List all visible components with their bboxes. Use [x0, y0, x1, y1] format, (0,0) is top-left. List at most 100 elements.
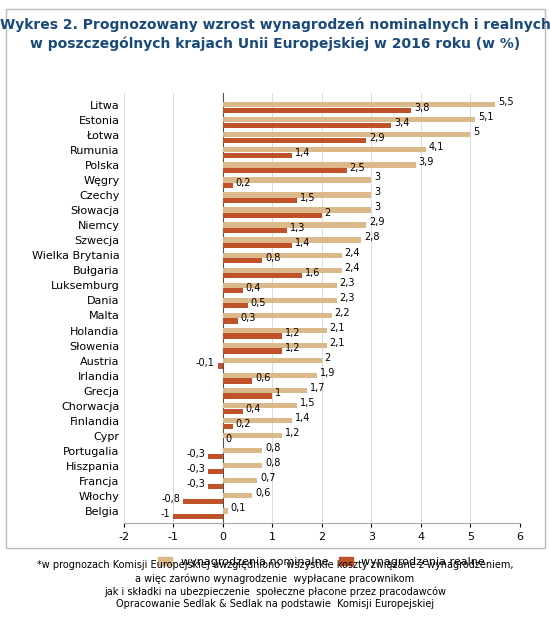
Text: *w prognozach Komisji Europejskiej uwzględniono  wszystkie koszty związane z wyn: *w prognozach Komisji Europejskiej uwzgl…	[37, 560, 513, 570]
Bar	[223, 253, 342, 258]
Bar	[223, 478, 257, 483]
Text: 0,3: 0,3	[240, 313, 256, 323]
Text: 1,2: 1,2	[285, 344, 301, 353]
Text: 3,8: 3,8	[414, 103, 429, 113]
Text: 0,2: 0,2	[235, 418, 251, 428]
Text: 0,2: 0,2	[235, 178, 251, 188]
Text: -0,3: -0,3	[186, 478, 205, 489]
Text: 1,2: 1,2	[285, 428, 301, 438]
Bar	[223, 423, 233, 429]
Text: 2: 2	[324, 208, 331, 218]
Text: -0,3: -0,3	[186, 449, 205, 459]
Text: jak i składki na ubezpieczenie  społeczne płacone przez pracodawców: jak i składki na ubezpieczenie społeczne…	[104, 586, 446, 597]
Bar	[223, 403, 297, 408]
Bar	[223, 394, 272, 399]
Bar	[223, 373, 317, 378]
Text: 2,4: 2,4	[344, 262, 360, 272]
Bar	[223, 348, 282, 353]
Bar	[223, 303, 248, 308]
Bar	[223, 132, 470, 137]
Bar	[223, 358, 322, 363]
Text: 0,1: 0,1	[230, 503, 246, 513]
Text: 1,4: 1,4	[295, 238, 310, 248]
Text: -0,8: -0,8	[161, 494, 180, 504]
Text: 1,6: 1,6	[305, 268, 320, 278]
Bar	[223, 102, 495, 107]
Bar	[223, 228, 287, 233]
Bar	[218, 363, 223, 369]
Bar	[223, 168, 346, 173]
Bar	[223, 267, 342, 273]
Legend: wynagrodzenia nominalne, wynagrodzenia realne: wynagrodzenia nominalne, wynagrodzenia r…	[158, 557, 485, 567]
Bar	[223, 207, 371, 213]
Text: 2,5: 2,5	[349, 163, 365, 173]
Bar	[223, 378, 252, 384]
Text: 0,4: 0,4	[245, 404, 261, 413]
Text: 1,2: 1,2	[285, 328, 301, 339]
Text: 1: 1	[275, 389, 282, 399]
Bar	[223, 388, 307, 393]
Bar	[223, 198, 297, 203]
Bar	[223, 162, 416, 168]
Bar	[223, 193, 371, 197]
Bar	[223, 273, 302, 279]
Bar	[223, 327, 327, 333]
Bar	[223, 418, 292, 423]
Text: -1: -1	[161, 509, 170, 519]
Bar	[223, 258, 262, 263]
Text: 3: 3	[374, 202, 381, 212]
Bar	[223, 283, 337, 288]
Bar	[223, 183, 233, 188]
Text: -0,3: -0,3	[186, 464, 205, 474]
Text: a więc zarówno wynagrodzenie  wypłacane pracownikom: a więc zarówno wynagrodzenie wypłacane p…	[135, 573, 415, 584]
Text: 5: 5	[473, 127, 480, 137]
Bar	[223, 147, 426, 152]
Text: 2,4: 2,4	[344, 248, 360, 258]
Text: 1,5: 1,5	[300, 193, 316, 203]
Text: 2,1: 2,1	[329, 338, 345, 348]
Text: Opracowanie Sedlak & Sedlak na podstawie  Komisji Europejskiej: Opracowanie Sedlak & Sedlak na podstawie…	[116, 599, 434, 609]
Text: 2,9: 2,9	[369, 217, 385, 227]
Text: 2,8: 2,8	[364, 233, 380, 243]
Bar	[223, 243, 292, 248]
Bar	[223, 508, 228, 514]
Bar	[223, 222, 366, 228]
Bar	[223, 313, 332, 318]
Bar	[208, 454, 223, 459]
Text: -0,1: -0,1	[196, 358, 215, 368]
Bar	[223, 463, 262, 469]
Bar	[173, 514, 223, 519]
Bar	[208, 483, 223, 489]
Bar	[223, 213, 322, 219]
Text: 0,6: 0,6	[255, 488, 271, 498]
Bar	[208, 469, 223, 474]
Text: 2,1: 2,1	[329, 322, 345, 333]
Text: 0,8: 0,8	[265, 458, 280, 468]
Text: 3: 3	[374, 172, 381, 183]
Text: 4,1: 4,1	[428, 142, 444, 152]
Text: 1,4: 1,4	[295, 148, 310, 158]
Text: 2,3: 2,3	[339, 277, 355, 288]
Text: 0: 0	[226, 433, 232, 444]
Text: 0,4: 0,4	[245, 283, 261, 293]
Bar	[223, 448, 262, 453]
Text: 1,4: 1,4	[295, 413, 310, 423]
Bar	[223, 333, 282, 339]
Text: 2: 2	[324, 353, 331, 363]
Bar	[223, 123, 391, 128]
Text: 3: 3	[374, 188, 381, 197]
Bar	[223, 343, 327, 348]
Text: 5,1: 5,1	[478, 112, 494, 122]
Text: 3,9: 3,9	[419, 157, 434, 167]
Text: 1,9: 1,9	[320, 368, 335, 378]
Text: 0,8: 0,8	[265, 253, 280, 263]
Bar	[223, 318, 238, 324]
Bar	[223, 298, 337, 303]
Text: 1,7: 1,7	[310, 383, 326, 393]
Text: 1,5: 1,5	[300, 398, 316, 408]
Bar	[223, 108, 411, 113]
Bar	[223, 177, 371, 183]
Text: 0,8: 0,8	[265, 443, 280, 453]
Bar	[223, 288, 243, 293]
Bar	[223, 433, 282, 438]
